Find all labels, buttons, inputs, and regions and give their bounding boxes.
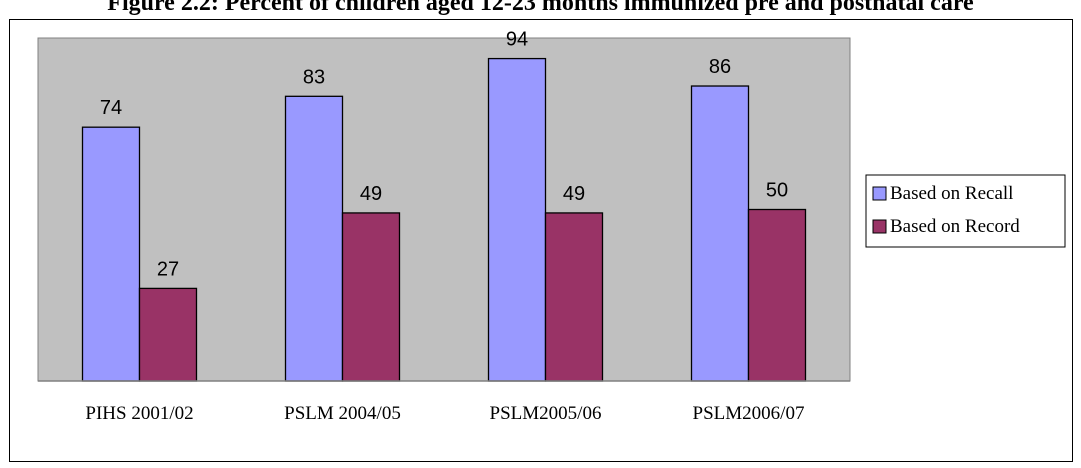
legend: Based on Recall Based on Record [865, 174, 1066, 248]
data-label-based-on-recall-1: 74 [100, 97, 122, 119]
bar-based-on-record-2 [341, 212, 401, 382]
category-label-1: PIHS 2001/02 [85, 403, 193, 424]
bar-based-on-recall-2 [284, 95, 344, 382]
data-label-based-on-record-4: 50 [766, 180, 788, 202]
legend-box [865, 174, 1066, 248]
labels-layer: 74 27 PIHS 2001/02 83 49 PSLM 2004/05 94 49 PSLM… [85, 29, 804, 424]
data-label-based-on-recall-2: 83 [303, 66, 325, 88]
legend-swatch-based-on-record [872, 219, 887, 234]
legend-label-based-on-recall: Based on Recall [890, 183, 1013, 204]
bar-based-on-record-3 [544, 212, 604, 382]
data-label-based-on-recall-3: 94 [506, 29, 528, 51]
bar-based-on-record-1 [138, 287, 198, 382]
bar-based-on-recall-3 [487, 57, 547, 382]
category-label-4: PSLM2006/07 [693, 403, 805, 424]
bars-layer [81, 57, 807, 382]
category-label-3: PSLM2005/06 [490, 403, 602, 424]
data-label-based-on-record-3: 49 [563, 183, 585, 205]
chart-frame [9, 19, 1073, 462]
data-label-based-on-record-1: 27 [157, 258, 179, 280]
bar-based-on-record-4 [747, 208, 807, 382]
figure-title: Figure 2.2: Percent of children aged 12-… [107, 0, 974, 16]
data-label-based-on-record-2: 49 [360, 183, 382, 205]
data-label-based-on-recall-4: 86 [709, 56, 731, 78]
bar-based-on-recall-4 [690, 85, 750, 382]
category-label-2: PSLM 2004/05 [284, 403, 401, 424]
bar-based-on-recall-1 [81, 126, 141, 382]
legend-label-based-on-record: Based on Record [890, 216, 1020, 237]
legend-swatch-based-on-recall [872, 186, 887, 201]
